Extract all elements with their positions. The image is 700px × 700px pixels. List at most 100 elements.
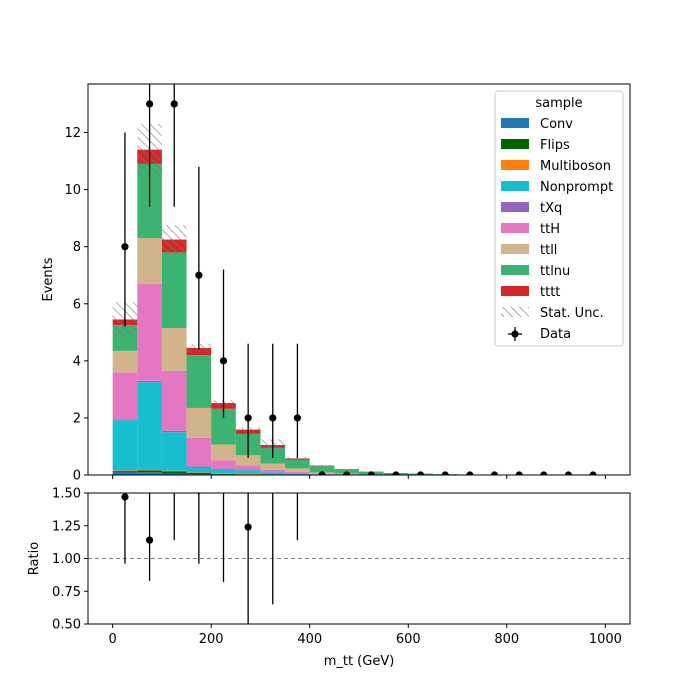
main-ytick-label-6: 12 xyxy=(64,126,81,141)
bar-txq-bin-1 xyxy=(137,380,162,383)
data-point-17 xyxy=(540,471,548,475)
ratio-xtick-label-3: 600 xyxy=(396,632,421,647)
legend-swatch-ttlnu xyxy=(501,265,529,275)
legend-swatch-txq xyxy=(501,202,529,212)
data-point-7 xyxy=(293,414,302,422)
stacked-bars xyxy=(112,149,507,475)
ratio-point-5 xyxy=(244,523,252,531)
legend-box xyxy=(494,90,624,347)
bar-txq-bin-3 xyxy=(186,466,212,468)
data-point-13 xyxy=(441,471,449,475)
ratio-frame xyxy=(87,492,631,625)
data-point-0 xyxy=(121,243,129,251)
legend-title: sample xyxy=(535,96,582,111)
bar-ttlnu-bin-7 xyxy=(285,459,310,469)
bar-multiboson-bin-2 xyxy=(161,470,187,472)
bar-ttll-bin-1 xyxy=(137,238,162,284)
x-axis-label: m_tt (GeV) xyxy=(324,654,395,669)
bar-nonprompt-bin-1 xyxy=(137,382,162,470)
bar-nonprompt-bin-6 xyxy=(260,472,286,475)
legend-label-flips: Flips xyxy=(540,138,570,153)
bar-tth-bin-4 xyxy=(211,460,236,469)
main-ytick-label-3: 6 xyxy=(73,297,81,312)
ratio-point-0 xyxy=(121,493,129,501)
main-panel: 0 2 4 6 8 10 12 Events xyxy=(41,83,631,484)
legend-swatch-flips xyxy=(501,139,529,149)
bar-conv-bin-1 xyxy=(137,472,162,475)
stat-unc-bin-7 xyxy=(285,457,310,460)
bar-ttll-bin-6 xyxy=(260,463,286,470)
data-point-9 xyxy=(343,471,351,475)
bar-ttll-bin-2 xyxy=(161,328,187,371)
ratio-ytick-label-1: 0.75 xyxy=(52,585,81,600)
bar-tth-bin-5 xyxy=(235,465,261,470)
legend-swatch-nonprompt xyxy=(501,181,529,191)
legend-label-ttlnu: ttlnu xyxy=(540,264,570,279)
bar-ttll-bin-3 xyxy=(186,407,212,438)
ratio-ytick-label-2: 1.00 xyxy=(52,552,81,567)
ratio-points xyxy=(121,254,301,624)
legend-label-nonprompt: Nonprompt xyxy=(540,180,613,195)
legend-swatch-stat-unc xyxy=(501,307,529,317)
bar-tth-bin-0 xyxy=(112,372,138,420)
data-point-4 xyxy=(219,357,228,365)
legend-swatch-ttll xyxy=(501,244,529,254)
bar-ttll-bin-4 xyxy=(211,444,236,461)
legend-swatch-multiboson xyxy=(501,160,529,170)
bar-nonprompt-bin-3 xyxy=(186,467,212,473)
bar-ttlnu-bin-3 xyxy=(186,355,212,408)
bar-nonprompt-bin-7 xyxy=(285,473,310,475)
bar-txq-bin-0 xyxy=(112,419,138,421)
main-ytick-label-0: 0 xyxy=(73,469,81,484)
ratio-ytick-label-0: 0.50 xyxy=(52,618,81,633)
legend-swatch-conv xyxy=(501,118,529,128)
bar-ttll-bin-0 xyxy=(112,350,138,373)
main-ytick-label-1: 2 xyxy=(73,411,81,426)
legend-label-tth: ttH xyxy=(540,222,560,237)
data-point-1 xyxy=(145,100,154,108)
data-point-8 xyxy=(318,471,326,475)
bar-nonprompt-bin-5 xyxy=(235,470,261,474)
main-ytick-label-2: 4 xyxy=(73,354,81,369)
data-point-15 xyxy=(490,471,499,475)
legend-label-stat-unc: Stat. Unc. xyxy=(540,306,604,321)
legend-label-tttt: tttt xyxy=(540,285,560,300)
ratio-xtick-label-1: 200 xyxy=(199,632,224,647)
legend: sample Conv Flips Multiboson Nonprompt tXq ttH… xyxy=(494,90,624,347)
bar-txq-bin-2 xyxy=(161,430,187,433)
data-point-14 xyxy=(466,471,474,475)
bar-flips-bin-3 xyxy=(186,473,212,475)
data-point-6 xyxy=(269,414,277,422)
bar-txq-bin-4 xyxy=(211,468,236,470)
legend-data-marker xyxy=(511,330,519,338)
ratio-xtick-label-0: 0 xyxy=(108,632,116,647)
bar-multiboson-bin-3 xyxy=(186,472,212,474)
data-point-11 xyxy=(392,471,400,475)
ratio-point-7 xyxy=(294,254,301,261)
legend-swatch-tttt xyxy=(501,286,529,296)
bar-txq-bin-5 xyxy=(235,469,261,471)
bar-multiboson-bin-0 xyxy=(112,470,138,471)
ratio-point-4 xyxy=(220,483,227,490)
data-point-3 xyxy=(195,271,203,279)
bar-multiboson-bin-4 xyxy=(211,473,236,474)
bar-tth-bin-3 xyxy=(186,437,212,467)
data-point-19 xyxy=(589,471,597,475)
legend-label-multiboson: Multiboson xyxy=(540,159,611,174)
bar-flips-bin-2 xyxy=(161,471,187,474)
bar-conv-bin-2 xyxy=(161,473,187,475)
ratio-panel: 0.50 0.75 1.00 1.25 1.50 0 200 400 600 800 1000 Rat… xyxy=(27,254,631,669)
data-points xyxy=(121,84,597,475)
bar-ttll-bin-7 xyxy=(285,468,310,472)
ratio-y-axis-label: Ratio xyxy=(27,542,42,575)
data-point-18 xyxy=(564,471,573,475)
ratio-xtick-label-4: 800 xyxy=(494,632,519,647)
bar-ttll-bin-5 xyxy=(235,455,261,466)
bar-tth-bin-7 xyxy=(285,471,310,474)
bar-tth-bin-6 xyxy=(260,469,286,473)
data-point-10 xyxy=(367,471,375,475)
bar-multiboson-bin-5 xyxy=(235,473,261,475)
data-point-5 xyxy=(244,414,252,422)
legend-label-ttll: ttll xyxy=(540,243,557,258)
